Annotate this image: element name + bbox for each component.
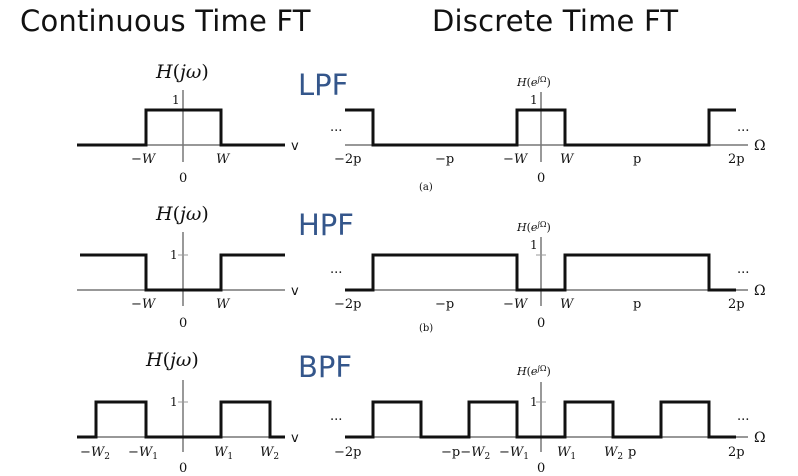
- continuous-time-heading: Continuous Time FT: [20, 4, 311, 38]
- bpf-dt-right-ellipsis: ...: [737, 409, 749, 424]
- bpf-ct-one-label: 1: [170, 395, 178, 409]
- bpf-ct-axis-label: v: [291, 431, 299, 446]
- lpf-dt-left-ellipsis: ...: [330, 120, 342, 135]
- lpf-dt-tick-neg2p: −2p: [334, 152, 362, 167]
- lpf-ct-title: H(jω): [155, 61, 209, 83]
- hpf-ct-title: H(jω): [155, 203, 209, 225]
- bpf-dt-plot: H(ejΩ) 1 ... ... −2p −p−W2 −W1 W1 W2 p 2…: [330, 364, 766, 476]
- hpf-ct-tick-zero: 0: [179, 316, 187, 331]
- lpf-label: LPF: [298, 68, 349, 102]
- bpf-ct-tick-zero: 0: [179, 461, 187, 476]
- lpf-dt-tick-neg-w: −W: [503, 152, 529, 167]
- hpf-ct-tick-neg-w: −W: [131, 297, 157, 312]
- hpf-dt-tick-negp: −p: [435, 297, 454, 312]
- bpf-dt-tick-neg2p: −2p: [334, 445, 362, 460]
- hpf-dt-response: [345, 253, 736, 292]
- bpf-dt-title: H(ejΩ): [516, 364, 551, 378]
- lpf-ct-tick-neg-w: −W: [131, 152, 157, 167]
- lpf-ct-response: [77, 108, 285, 147]
- lpf-ct-tick-zero: 0: [179, 171, 187, 186]
- lpf-dt-tick-zero: 0: [537, 171, 545, 186]
- hpf-ct-one-label: 1: [170, 248, 178, 262]
- bpf-dt-tick-p: p: [628, 445, 636, 460]
- hpf-ct-tick-w: W: [216, 297, 231, 312]
- lpf-dt-plot: H(ejΩ) 1 ... ... −2p −p −W W p 2p 0 Ω (a…: [330, 75, 766, 193]
- hpf-ct-response: [80, 253, 285, 292]
- hpf-dt-tick-zero: 0: [537, 316, 545, 331]
- lpf-dt-tick-p: p: [633, 152, 641, 167]
- lpf-caption: (a): [419, 182, 433, 193]
- bpf-dt-one-label: 1: [530, 395, 538, 409]
- lpf-dt-title: H(ejΩ): [516, 75, 551, 89]
- hpf-dt-tick-2p: 2p: [728, 297, 745, 312]
- bpf-ct-tick-w2: W2: [260, 445, 279, 462]
- hpf-dt-tick-w: W: [560, 297, 575, 312]
- lpf-ct-axis-label: v: [291, 139, 299, 154]
- hpf-dt-tick-neg2p: −2p: [334, 297, 362, 312]
- bpf-ct-tick-w1: W1: [214, 445, 233, 462]
- hpf-dt-tick-neg-w: −W: [503, 297, 529, 312]
- hpf-dt-plot: H(ejΩ) 1 ... ... −2p −p −W W p 2p 0 Ω (b…: [330, 220, 766, 334]
- bpf-ct-tick-neg-w1: −W1: [128, 445, 158, 462]
- discrete-time-heading: Discrete Time FT: [432, 4, 679, 38]
- lpf-dt-response: [345, 108, 736, 147]
- bpf-dt-tick-2p: 2p: [728, 445, 745, 460]
- hpf-dt-one-label: 1: [530, 238, 538, 252]
- bpf-ct-tick-neg-w2: −W2: [80, 445, 110, 462]
- hpf-caption: (b): [419, 323, 433, 334]
- lpf-dt-tick-w: W: [560, 152, 575, 167]
- hpf-dt-title: H(ejΩ): [516, 220, 551, 234]
- lpf-dt-right-ellipsis: ...: [737, 120, 749, 135]
- lpf-dt-tick-2p: 2p: [728, 152, 745, 167]
- bpf-dt-response: [345, 400, 736, 439]
- hpf-label: HPF: [298, 208, 354, 242]
- hpf-dt-axis-label: Ω: [754, 283, 766, 299]
- bpf-dt-tick-w1: W1: [557, 445, 576, 462]
- bpf-label: BPF: [298, 350, 353, 384]
- lpf-dt-axis-label: Ω: [754, 138, 766, 154]
- hpf-dt-tick-p: p: [633, 297, 641, 312]
- lpf-ct-tick-w: W: [216, 152, 231, 167]
- bpf-dt-tick-zero: 0: [537, 461, 545, 476]
- bpf-dt-left-ellipsis: ...: [330, 409, 342, 424]
- hpf-ct-axis-label: v: [291, 284, 299, 299]
- bpf-dt-tick-w2: W2: [604, 445, 623, 462]
- bpf-dt-tick-neg-w1: −W1: [499, 445, 529, 462]
- lpf-ct-one-label: 1: [172, 93, 180, 107]
- lpf-ct-plot: H(jω) 1 −W W 0 v: [77, 61, 299, 186]
- hpf-ct-plot: H(jω) 1 −W W 0 v: [77, 203, 299, 331]
- bpf-ct-response: [77, 400, 285, 439]
- bpf-dt-tick-negp-negw2: −p−W2: [441, 445, 490, 462]
- bpf-dt-axis-label: Ω: [754, 430, 766, 446]
- lpf-dt-one-label: 1: [530, 93, 538, 107]
- hpf-dt-left-ellipsis: ...: [330, 262, 342, 277]
- lpf-dt-tick-negp: −p: [435, 152, 454, 167]
- bpf-ct-title: H(jω): [145, 349, 199, 371]
- hpf-dt-right-ellipsis: ...: [737, 262, 749, 277]
- bpf-ct-plot: H(jω) 1 −W2 −W1 W1 W2 0 v: [77, 349, 299, 476]
